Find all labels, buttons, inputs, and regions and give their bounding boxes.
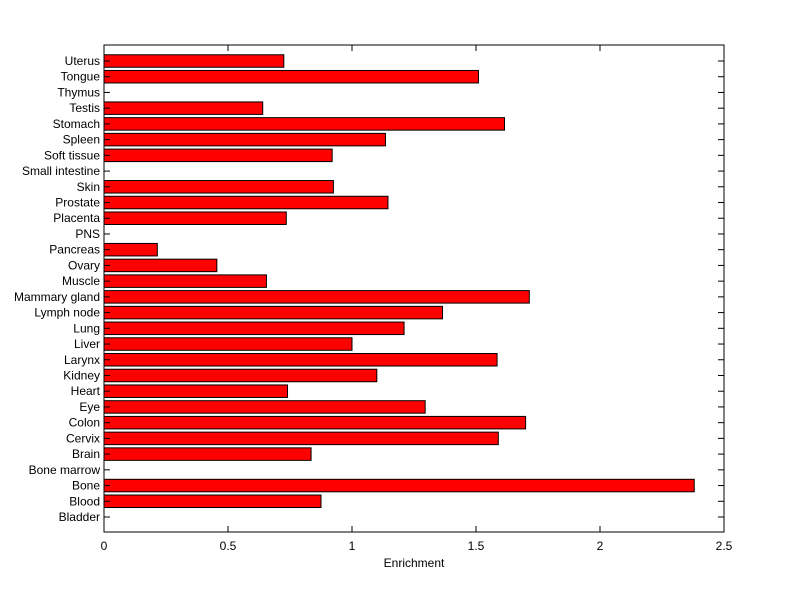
y-tick-label-cervix: Cervix bbox=[66, 431, 100, 445]
bar-heart bbox=[103, 384, 289, 398]
bar-lung bbox=[103, 321, 405, 336]
bar-prostate bbox=[103, 195, 389, 210]
y-tick-label-thymus: Thymus bbox=[57, 85, 100, 99]
y-tick-label-bone-marrow: Bone marrow bbox=[29, 463, 101, 477]
y-tick-label-lymph-node: Lymph node bbox=[34, 306, 100, 320]
bar-soft-tissue bbox=[103, 148, 333, 163]
y-tick-label-mammary-gland: Mammary gland bbox=[14, 290, 100, 304]
bar-muscle bbox=[103, 274, 267, 288]
x-tick-label-2: 2 bbox=[597, 539, 604, 553]
y-tick-label-tongue: Tongue bbox=[61, 70, 101, 84]
bar-liver bbox=[103, 337, 353, 351]
y-tick-label-prostate: Prostate bbox=[55, 196, 100, 210]
y-tick-label-colon: Colon bbox=[69, 416, 100, 430]
bars-group bbox=[103, 54, 695, 509]
x-axis-label: Enrichment bbox=[384, 556, 445, 570]
bar-kidney bbox=[103, 368, 378, 383]
y-tick-label-heart: Heart bbox=[71, 384, 101, 398]
bar-tongue bbox=[103, 69, 479, 84]
x-tick-label-2-5: 2.5 bbox=[716, 539, 733, 553]
bar-pancreas bbox=[103, 242, 158, 257]
y-tick-label-soft-tissue: Soft tissue bbox=[44, 148, 100, 162]
bar-brain bbox=[103, 447, 312, 461]
bar-stomach bbox=[103, 117, 506, 131]
y-tick-label-ovary: Ovary bbox=[68, 258, 100, 272]
y-tick-label-skin: Skin bbox=[77, 180, 100, 194]
y-tick-label-pns: PNS bbox=[75, 227, 100, 241]
bar-bone bbox=[103, 478, 695, 493]
y-tick-label-bladder: Bladder bbox=[59, 510, 100, 524]
x-tick-label-1-5: 1.5 bbox=[468, 539, 485, 553]
y-tick-label-spleen: Spleen bbox=[63, 133, 100, 147]
x-tick-label-1: 1 bbox=[349, 539, 356, 553]
y-tick-label-uterus: Uterus bbox=[65, 54, 100, 68]
y-tick-label-bone: Bone bbox=[72, 479, 100, 493]
y-tick-label-liver: Liver bbox=[74, 337, 100, 351]
bar-mammary-gland bbox=[103, 290, 530, 304]
bar-colon bbox=[103, 415, 527, 430]
x-tick-label-0-5: 0.5 bbox=[220, 539, 237, 553]
bar-placenta bbox=[103, 211, 287, 225]
bar-uterus bbox=[103, 54, 285, 68]
y-tick-label-stomach: Stomach bbox=[53, 117, 100, 131]
y-tick-label-muscle: Muscle bbox=[62, 274, 100, 288]
bar-eye bbox=[103, 400, 426, 414]
y-tick-label-blood: Blood bbox=[69, 494, 100, 508]
x-axis: 0 0.5 1 1.5 2 2.5 bbox=[101, 45, 733, 553]
y-tick-label-kidney: Kidney bbox=[63, 368, 100, 382]
y-tick-label-lung: Lung bbox=[73, 321, 100, 335]
y-tick-label-placenta: Placenta bbox=[53, 211, 100, 225]
bar-skin bbox=[103, 180, 334, 194]
bar-lymph-node bbox=[103, 305, 444, 320]
bar-blood bbox=[103, 494, 322, 509]
y-tick-label-pancreas: Pancreas bbox=[49, 243, 100, 257]
bar-spleen bbox=[103, 132, 386, 147]
x-tick-label-0: 0 bbox=[101, 539, 108, 553]
y-tick-label-larynx: Larynx bbox=[64, 353, 100, 367]
y-tick-label-brain: Brain bbox=[72, 447, 100, 461]
y-tick-label-testis: Testis bbox=[69, 101, 100, 115]
y-tick-label-eye: Eye bbox=[79, 400, 100, 414]
bar-larynx bbox=[103, 353, 498, 367]
bar-cervix bbox=[103, 431, 499, 446]
y-tick-label-small-intestine: Small intestine bbox=[22, 164, 100, 178]
bar-ovary bbox=[103, 258, 218, 273]
bar-testis bbox=[103, 101, 264, 115]
